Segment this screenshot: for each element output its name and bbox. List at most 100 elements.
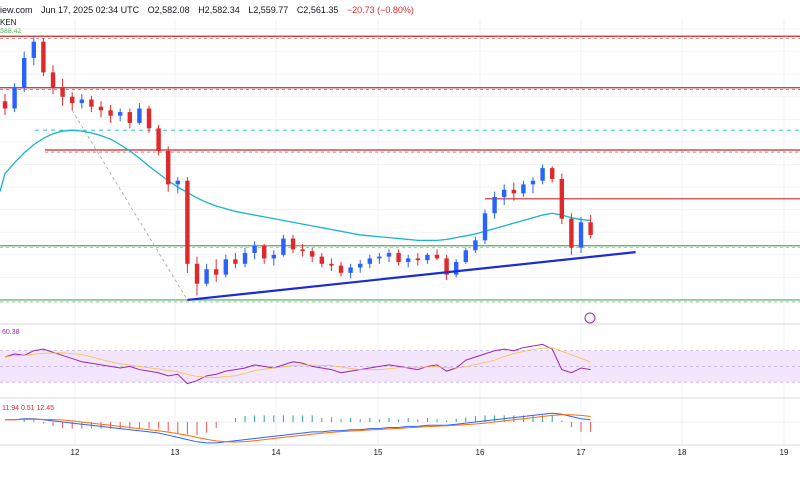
candle: [348, 263, 353, 279]
close-value: C2,561.35: [296, 5, 339, 15]
candle-body: [127, 112, 132, 123]
x-tick-label: 13: [171, 448, 180, 457]
candle-body: [329, 263, 334, 266]
candle-body: [281, 238, 286, 255]
macd-panel: [0, 412, 800, 444]
candle-body: [463, 250, 468, 263]
candle-body: [223, 259, 228, 275]
x-tick-label: 16: [476, 448, 485, 457]
candle-body: [511, 189, 516, 194]
candle: [41, 38, 46, 76]
candle-body: [2, 101, 8, 109]
candle-body: [540, 168, 545, 181]
candle: [79, 94, 84, 109]
candle: [367, 254, 372, 269]
candle-body: [367, 258, 372, 264]
candle: [511, 182, 516, 201]
candles-layer: [2, 36, 593, 296]
candle: [214, 259, 219, 282]
candle: [281, 234, 286, 257]
candle: [463, 247, 468, 264]
candle-body: [137, 108, 142, 123]
candle-body: [118, 112, 123, 116]
candle: [482, 209, 488, 244]
chart-header: iew.com Jun 17, 2025 02:34 UTC O2,582.08…: [0, 5, 420, 15]
candle: [521, 180, 526, 197]
candle-body: [60, 87, 65, 97]
x-tick-label: 18: [678, 448, 687, 457]
source-label: iew.com: [0, 5, 33, 15]
candle: [12, 83, 17, 113]
candle-body: [396, 252, 401, 263]
candle-body: [530, 180, 536, 185]
trendline-layer: [187, 251, 636, 324]
candle-body: [79, 99, 84, 104]
candle: [118, 108, 123, 122]
candle: [271, 250, 276, 266]
candle-body: [175, 180, 180, 185]
open-value: O2,582.08: [147, 5, 190, 15]
candle: [434, 249, 440, 261]
candle: [406, 254, 411, 268]
candle: [31, 36, 36, 66]
candle-body: [454, 262, 459, 275]
candle-body: [194, 263, 200, 284]
candle: [60, 78, 65, 106]
x-axis: 12 13 14 15 16 17 18 19: [71, 448, 789, 457]
candle: [70, 92, 75, 111]
candle: [386, 249, 392, 263]
candle: [396, 249, 401, 266]
rsi-value-label: 60.38: [2, 329, 20, 336]
candle-body: [415, 258, 420, 261]
price-tag: 588.42: [0, 28, 22, 35]
x-tick-label: 19: [780, 448, 789, 457]
change-value: −20.73 (−0.80%): [346, 5, 414, 15]
candle: [454, 259, 459, 278]
candle: [338, 262, 344, 277]
candle: [425, 252, 430, 264]
candle: [588, 215, 593, 239]
candle-body: [300, 249, 305, 252]
candle: [319, 252, 324, 268]
candle: [559, 173, 564, 225]
candle-body: [502, 189, 507, 197]
candle: [310, 247, 315, 263]
candle: [473, 236, 478, 253]
candle-body: [406, 258, 411, 263]
candle: [550, 166, 555, 183]
candle-body: [521, 184, 526, 194]
candle-body: [348, 267, 353, 273]
candle-body: [233, 259, 238, 264]
candle: [262, 243, 267, 264]
candle-body: [434, 254, 440, 259]
candle: [194, 256, 200, 296]
candle: [569, 213, 574, 255]
candle: [233, 252, 238, 269]
candle: [492, 191, 497, 219]
candle: [204, 263, 209, 287]
sma-layer: [0, 129, 591, 241]
candle-body: [252, 245, 257, 253]
candle: [530, 177, 536, 194]
symbol-fragment: KEN: [0, 18, 17, 27]
candle-body: [377, 256, 382, 259]
candle-body: [12, 87, 17, 109]
candle-body: [569, 218, 574, 248]
x-tick-label: 17: [577, 448, 586, 457]
candle-body: [425, 254, 430, 261]
candle-body: [386, 252, 392, 257]
candle: [156, 124, 161, 156]
x-tick-label: 12: [71, 448, 80, 457]
candle-body: [166, 150, 171, 185]
candle: [185, 177, 190, 273]
trendline: [187, 251, 636, 302]
alert-icon: [584, 312, 596, 324]
candle-body: [319, 256, 324, 264]
candle-body: [242, 252, 248, 264]
support-resistance-levels: [0, 35, 800, 303]
candle-body: [588, 222, 593, 235]
candle-body: [473, 240, 478, 251]
candle-body: [444, 258, 449, 275]
candle: [444, 254, 449, 281]
